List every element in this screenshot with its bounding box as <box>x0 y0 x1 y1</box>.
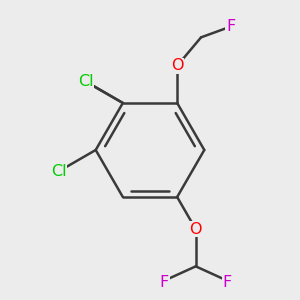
Text: Cl: Cl <box>78 74 94 89</box>
Text: F: F <box>160 275 169 290</box>
Text: O: O <box>190 222 202 237</box>
Text: O: O <box>171 58 183 73</box>
Text: F: F <box>226 19 235 34</box>
Text: F: F <box>223 275 232 290</box>
Text: Cl: Cl <box>51 164 66 179</box>
